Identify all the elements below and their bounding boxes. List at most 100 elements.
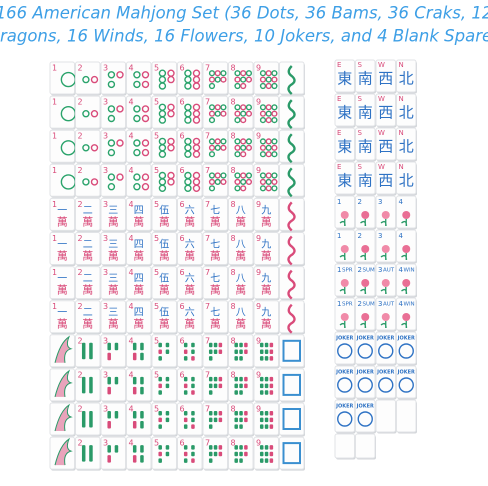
wind-face: 南 [358,104,373,122]
dot [167,109,175,118]
dot [133,139,141,147]
crak-wan: 萬 [184,318,195,331]
tile [396,93,417,127]
bamboo [158,451,162,457]
dot [265,76,272,83]
tile-number: 9 [256,439,261,448]
dot [240,185,247,192]
bamboo [81,376,86,394]
bamboo [259,376,264,382]
bamboo [183,451,188,457]
bamboo [183,417,188,423]
tile [375,59,396,93]
bamboo [191,356,195,361]
crak-wan: 萬 [133,215,144,228]
tile-number: 2 [78,336,83,345]
joker-label: JOKER [376,370,394,376]
title-line: Dragons, 16 Winds, 16 Flowers, 10 Jokers… [0,27,488,46]
wind-letter: E [337,163,341,171]
crak-wan: 萬 [184,215,195,228]
tile-number: 6 [180,268,185,277]
tile [279,334,305,368]
dot [141,148,150,157]
tile [177,197,203,231]
tile [396,59,417,93]
crak-face: 六 [185,239,195,251]
bamboo [107,421,111,429]
dot [220,172,227,179]
wind-face: 東 [337,70,352,88]
bird [54,437,73,466]
flower [381,279,390,287]
tile-number: 2 [78,370,83,379]
crak-face: 八 [236,240,246,251]
tile-number: 3 [103,405,108,414]
crak-wan: 萬 [133,284,144,297]
crak-face: 六 [185,204,195,216]
flower-stem [339,219,346,227]
dot [214,104,221,111]
joker-emblem [378,343,394,359]
dot [271,178,278,186]
bird [54,403,73,432]
tile [334,93,355,127]
bamboo [158,376,162,382]
flower-stem [360,253,367,261]
bamboo [259,349,264,354]
flower-stem [380,287,387,295]
bamboo [239,390,243,395]
bamboo [234,383,238,389]
dot [116,139,124,147]
dot [192,150,201,158]
bamboo [165,349,170,354]
crak-face: 三 [108,205,118,216]
tile-number: 7 [205,98,210,107]
dot [133,105,141,113]
tile [396,161,417,195]
crak-face: 八 [236,274,246,285]
bamboo [269,383,274,389]
dot [259,151,267,158]
bamboo [191,411,195,416]
tile-number: 9 [256,336,261,345]
bamboo [239,424,243,429]
tile-number: 5 [154,439,159,448]
dot [220,110,227,117]
tile-number: 5 [154,405,159,414]
bamboo [269,451,274,457]
crak-face: 二 [83,205,93,216]
wind-face: 西 [378,70,393,88]
bamboo [183,356,188,361]
tile-number: 1 [52,302,57,311]
tile-number: 3 [103,166,108,175]
dot [220,138,227,145]
bamboo [244,376,248,382]
flower-number: 4 [399,300,404,308]
dot [265,104,272,111]
bamboo [107,386,111,395]
dot [259,172,267,179]
joker-emblem [357,377,373,393]
bamboo [158,390,162,395]
crak-wan: 萬 [133,318,144,331]
tile-number: 8 [231,405,236,414]
dot [271,82,278,90]
bamboo [244,445,248,450]
bamboo [81,445,86,462]
tile-number: 4 [129,64,134,73]
bamboo [158,356,162,361]
tile [100,402,126,436]
bamboo [239,356,243,361]
crak-face: 七 [210,307,220,319]
bamboo [269,411,274,416]
dot [271,151,278,158]
flower [381,211,390,219]
dot [220,144,227,151]
tile-number: 1 [52,98,57,107]
tile-number: 4 [129,405,134,414]
bamboo [259,445,264,450]
crak-wan: 萬 [82,284,93,297]
tile-number: 7 [205,64,210,73]
wind-face: 南 [358,70,373,88]
tile [202,232,228,265]
